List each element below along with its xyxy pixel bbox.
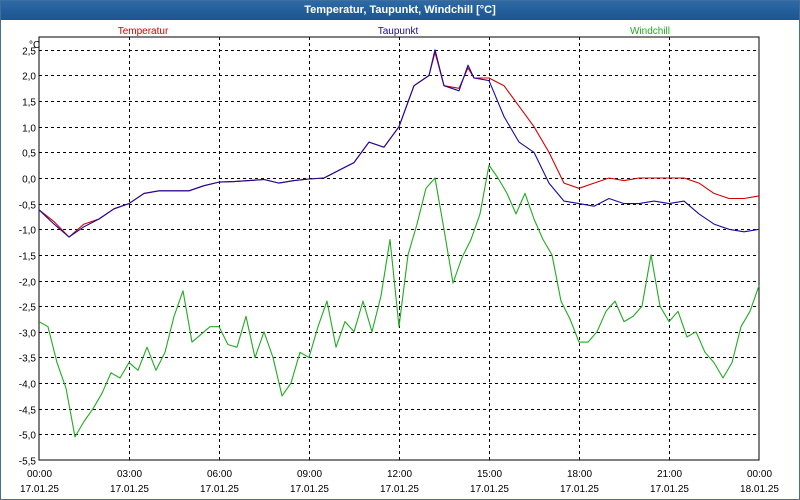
legend-temperatur: Temperatur <box>118 26 169 37</box>
y-tick-label: -0,5 <box>19 201 37 212</box>
y-tick-label: -5,0 <box>19 431 37 442</box>
y-tick-label: 2,5 <box>22 47 36 58</box>
y-axis-unit: °C <box>29 40 40 51</box>
legend-windchill: Windchill <box>630 26 670 37</box>
y-tick-label: 0,5 <box>22 149 36 160</box>
x-tick-time: 09:00 <box>297 469 322 480</box>
x-tick-time: 15:00 <box>477 469 502 480</box>
chart-title: Temperatur, Taupunkt, Windchill [°C] <box>1 1 799 20</box>
series-line-taupunkt <box>38 49 760 238</box>
y-tick-label: -5,5 <box>19 457 37 468</box>
y-tick-label: -1,5 <box>19 252 37 263</box>
y-tick-label: -3,0 <box>19 329 37 340</box>
x-tick-date: 17.01.25 <box>290 484 329 495</box>
series-line-windchill <box>38 164 760 438</box>
y-tick-label: -4,0 <box>19 380 37 391</box>
y-tick-label: -2,5 <box>19 303 37 314</box>
x-tick-date: 17.01.25 <box>560 484 599 495</box>
x-tick-time: 00:00 <box>747 469 772 480</box>
y-tick-label: -1,0 <box>19 226 37 237</box>
x-tick-time: 03:00 <box>117 469 142 480</box>
y-tick-label: -3,5 <box>19 354 37 365</box>
x-tick-time: 06:00 <box>207 469 232 480</box>
x-tick-time: 21:00 <box>657 469 682 480</box>
x-tick-date: 17.01.25 <box>380 484 419 495</box>
x-tick-date: 17.01.25 <box>110 484 149 495</box>
y-tick-label: 2,0 <box>22 72 36 83</box>
x-tick-date: 17.01.25 <box>200 484 239 495</box>
legend-taupunkt: Taupunkt <box>378 26 419 37</box>
x-tick-time: 18:00 <box>567 469 592 480</box>
y-tick-label: 0,0 <box>22 175 36 186</box>
x-tick-time: 00:00 <box>27 469 52 480</box>
x-tick-date: 18.01.25 <box>740 484 779 495</box>
x-tick-date: 17.01.25 <box>20 484 59 495</box>
y-tick-label: -4,5 <box>19 406 37 417</box>
y-tick-label: 1,0 <box>22 124 36 135</box>
x-tick-time: 12:00 <box>387 469 412 480</box>
y-tick-label: 1,5 <box>22 98 36 109</box>
x-tick-date: 17.01.25 <box>650 484 689 495</box>
y-tick-label: -2,0 <box>19 278 37 289</box>
x-tick-date: 17.01.25 <box>470 484 509 495</box>
